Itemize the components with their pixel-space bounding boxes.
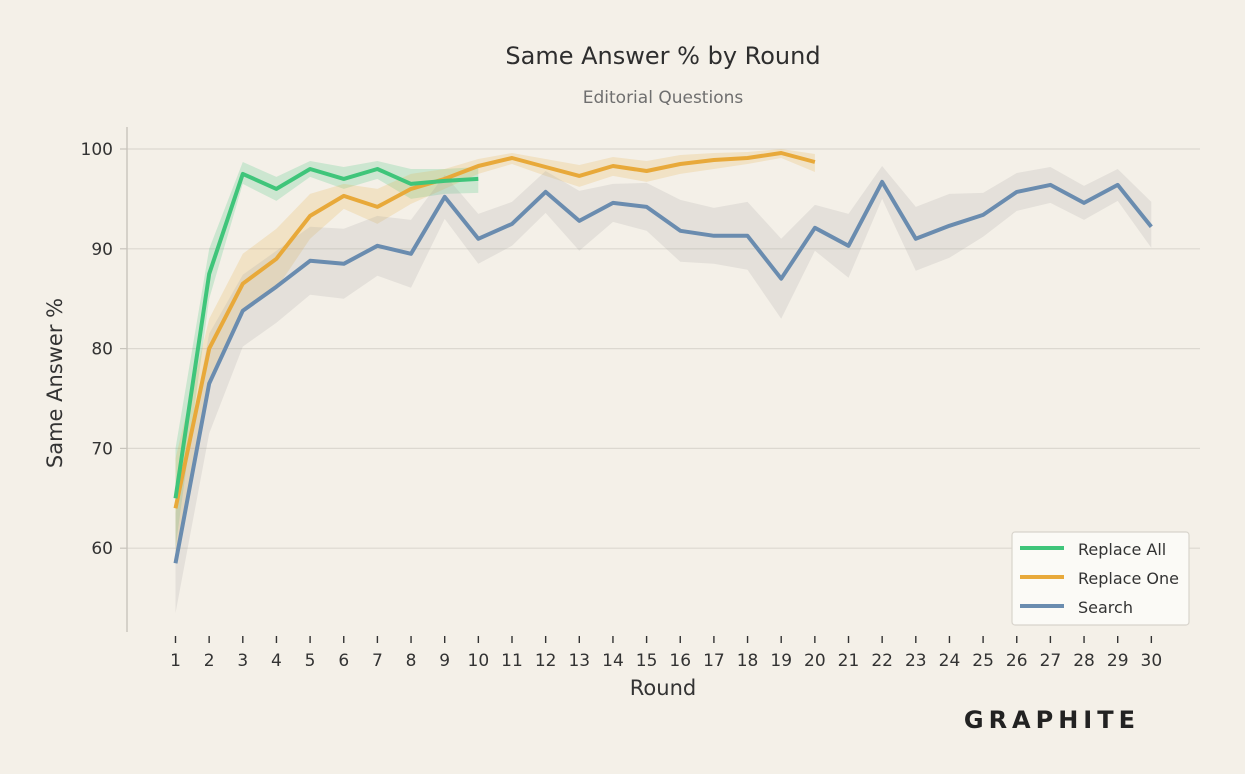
x-tick-label: 8 bbox=[406, 651, 417, 671]
x-tick-label: 30 bbox=[1141, 651, 1163, 671]
legend-label-replace-one: Replace One bbox=[1078, 569, 1179, 588]
x-tick-label: 4 bbox=[271, 651, 282, 671]
x-tick-label: 2 bbox=[204, 651, 215, 671]
x-tick-label: 17 bbox=[703, 651, 725, 671]
x-tick-label: 18 bbox=[737, 651, 759, 671]
x-tick-label: 10 bbox=[468, 651, 490, 671]
brand-logo: GRAPHITE bbox=[964, 706, 1140, 734]
x-tick-label: 1 bbox=[170, 651, 181, 671]
series-lines bbox=[173, 151, 1153, 564]
series-line-replace-all bbox=[173, 167, 479, 499]
y-axis-label: Same Answer % bbox=[43, 298, 67, 468]
y-tick-label: 80 bbox=[91, 340, 113, 360]
legend-label-replace-all: Replace All bbox=[1078, 540, 1166, 559]
x-tick-label: 6 bbox=[338, 651, 349, 671]
legend: Replace All Replace One Search bbox=[1011, 531, 1190, 626]
x-tick-label: 29 bbox=[1107, 651, 1129, 671]
y-tick-label: 90 bbox=[91, 240, 113, 260]
x-tick-label: 22 bbox=[871, 651, 893, 671]
y-tick-label: 60 bbox=[91, 539, 113, 559]
legend-box bbox=[1011, 531, 1190, 626]
x-tick-label: 13 bbox=[568, 651, 590, 671]
x-tick-label: 3 bbox=[237, 651, 248, 671]
x-tick-label: 25 bbox=[972, 651, 994, 671]
x-tick-label: 9 bbox=[439, 651, 450, 671]
x-tick-label: 16 bbox=[669, 651, 691, 671]
x-tick-label: 27 bbox=[1040, 651, 1062, 671]
x-tick-label: 5 bbox=[305, 651, 316, 671]
series-line-replace-one bbox=[173, 151, 816, 509]
x-axis-label: Round bbox=[630, 676, 696, 700]
x-tick-label: 26 bbox=[1006, 651, 1028, 671]
chart-subtitle: Editorial Questions bbox=[583, 88, 744, 108]
x-tick-label: 14 bbox=[602, 651, 624, 671]
x-tick-label: 11 bbox=[501, 651, 523, 671]
x-tick-label: 15 bbox=[636, 651, 658, 671]
x-tick-label: 12 bbox=[535, 651, 557, 671]
x-tick-label: 23 bbox=[905, 651, 927, 671]
x-tick-label: 20 bbox=[804, 651, 826, 671]
x-tick-label: 19 bbox=[770, 651, 792, 671]
chart-title: Same Answer % by Round bbox=[505, 42, 820, 70]
y-tick-label: 70 bbox=[91, 439, 113, 459]
x-tick-label: 21 bbox=[838, 651, 860, 671]
x-tick-label: 24 bbox=[939, 651, 961, 671]
legend-label-search: Search bbox=[1078, 598, 1133, 617]
x-tick-label: 28 bbox=[1073, 651, 1095, 671]
x-tick-label: 7 bbox=[372, 651, 383, 671]
series-line-search bbox=[173, 179, 1153, 564]
y-tick-label: 100 bbox=[81, 140, 113, 160]
band-search bbox=[175, 166, 1152, 614]
